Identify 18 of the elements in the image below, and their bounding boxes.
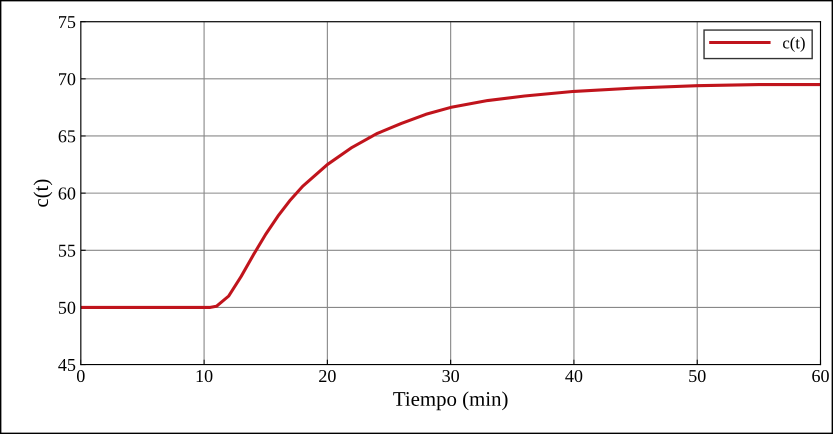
y-tick-label: 60 (58, 187, 76, 200)
y-tick-label: 50 (58, 302, 76, 314)
y-tick-label: 75 (59, 16, 76, 28)
line-series (80, 83, 821, 309)
x-tick-label: 40 (565, 370, 582, 382)
x-axis-title: Tiempo (min) (393, 391, 508, 410)
y-tick-label: 70 (59, 73, 76, 86)
x-tick-label: 20 (319, 370, 336, 382)
x-tick-label: 50 (689, 370, 706, 382)
y-tick-label: 55 (58, 244, 76, 257)
y-tick-label: 45 (58, 358, 76, 371)
x-tick-label: 0 (76, 370, 85, 382)
x-tick-label: 60 (812, 370, 829, 382)
legend-label: c(t) (783, 36, 805, 52)
x-tick-label: 30 (442, 370, 459, 382)
x-tick-label: 10 (196, 370, 212, 382)
y-tick-label: 65 (58, 130, 76, 142)
y-axis-title: c(t) (33, 180, 52, 207)
